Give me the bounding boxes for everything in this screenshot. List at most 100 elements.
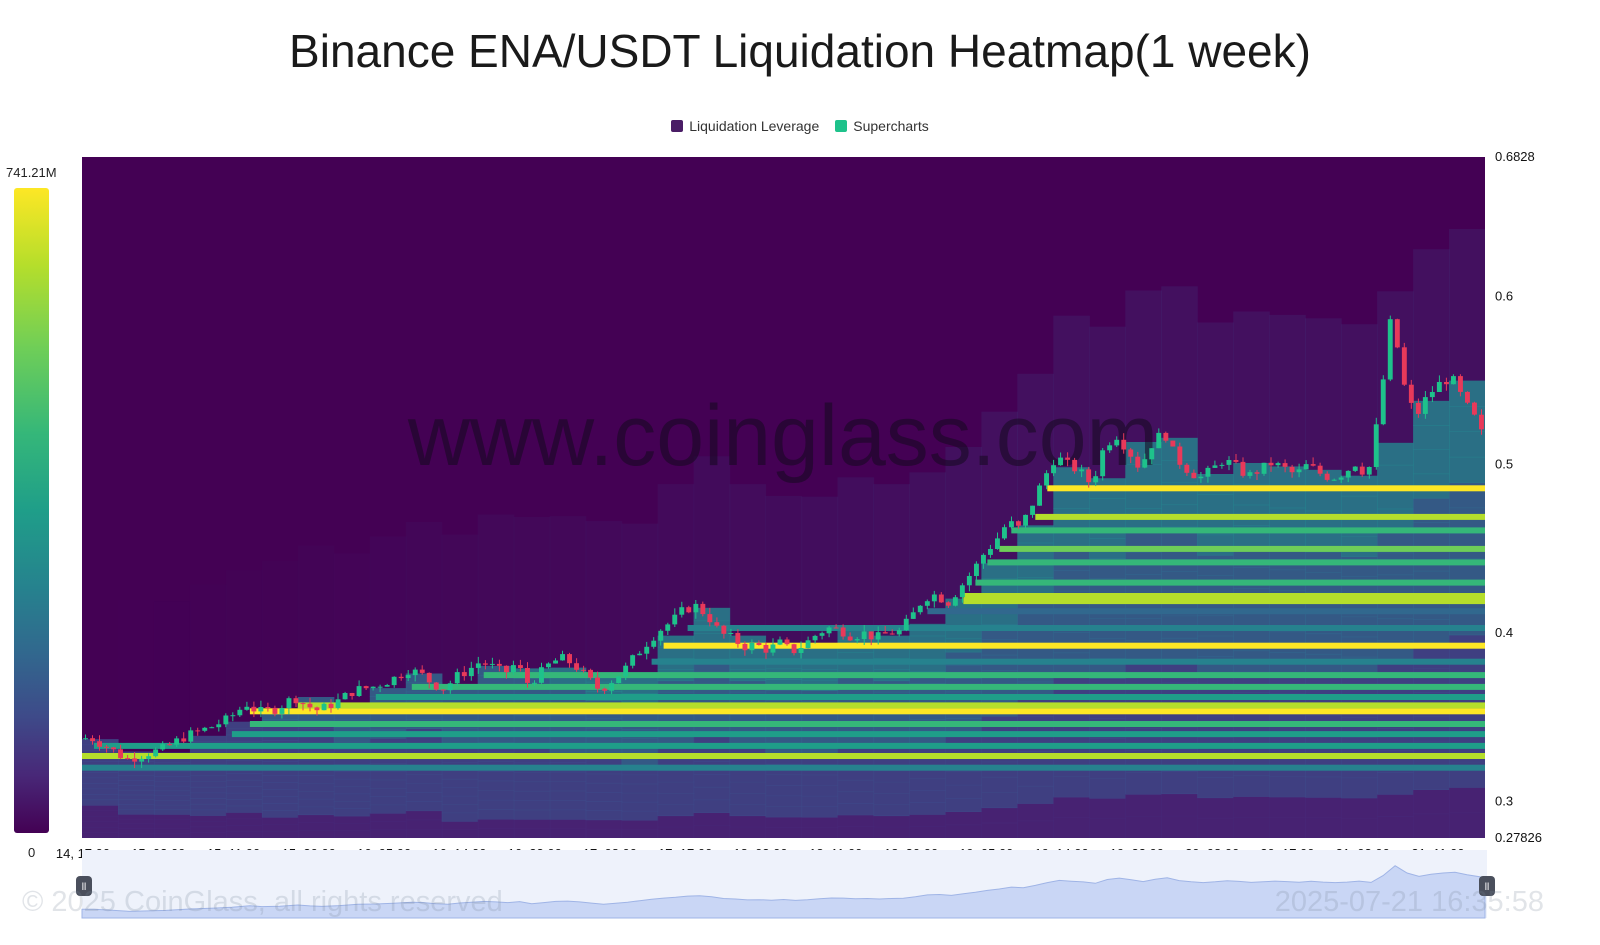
liquidation-level-band (963, 598, 1485, 605)
candle-body (1051, 465, 1056, 474)
heatmap-cell (585, 746, 623, 756)
liquidation-level-band (987, 559, 1485, 566)
candle-body (630, 655, 636, 666)
heatmap-cell (1305, 797, 1342, 819)
heatmap-cell (1125, 486, 1162, 509)
heatmap-cell (513, 724, 551, 735)
heatmap-cell (333, 801, 371, 809)
heatmap-cell (1161, 815, 1198, 838)
candle-body (1458, 376, 1463, 392)
candle-body (1184, 464, 1190, 473)
candle-body (553, 660, 558, 664)
heatmap-cell (729, 793, 767, 805)
heatmap-cell (693, 646, 731, 660)
candle-body (370, 686, 376, 689)
navigator-handle-left[interactable] (76, 876, 92, 896)
heatmap-cell (837, 791, 875, 804)
candle-body (1086, 469, 1092, 483)
candle-body (1128, 449, 1134, 457)
candle-body (398, 676, 404, 679)
heatmap-cell (225, 818, 263, 826)
candle-body (1177, 446, 1183, 465)
candle-body (461, 672, 467, 677)
heatmap-cell (153, 785, 191, 792)
heatmap-cell (837, 779, 875, 793)
time-navigator[interactable]: ll ll (76, 850, 1495, 919)
candle-body (1415, 402, 1421, 414)
candle-body (244, 706, 250, 710)
y-tick-label: 0.5 (1495, 457, 1513, 472)
candle-body (616, 676, 622, 684)
heatmap-cell (585, 755, 623, 766)
heatmap-cell (765, 774, 803, 786)
candle-body (679, 607, 685, 615)
heatmap-cell (765, 495, 803, 648)
heatmap-cell (261, 817, 299, 825)
heatmap-cell (945, 611, 982, 626)
candle-body (384, 685, 390, 687)
candle-body (644, 646, 650, 654)
heatmap-cell (153, 795, 191, 801)
heatmap-cell (657, 793, 695, 805)
heatmap-cell (1269, 631, 1306, 653)
heatmap-cell (118, 770, 155, 777)
heatmap-cell (333, 808, 371, 817)
candle-body (693, 603, 699, 613)
candle-body (588, 669, 593, 678)
heatmap-cell (693, 786, 731, 801)
heatmap-cell (1413, 789, 1450, 815)
heatmap-cell (837, 826, 875, 838)
heatmap-cell (333, 815, 371, 824)
heatmap-cell (1449, 812, 1485, 838)
heatmap-cell (118, 804, 155, 810)
candle-body (749, 643, 755, 651)
heatmap-cell (225, 812, 263, 820)
candle-body (952, 597, 958, 606)
candle-body (714, 622, 720, 626)
heatmap-cell (297, 775, 335, 784)
heatmap-cell (82, 810, 119, 817)
heatmap-cell (873, 714, 910, 727)
heatmap-cell (729, 714, 767, 727)
heatmap-cell (405, 737, 443, 748)
heatmap-cell (765, 721, 803, 733)
heatmap-cell (369, 754, 407, 764)
heatmap-cell (189, 832, 227, 838)
heatmap-cell (405, 755, 443, 766)
heatmap-cell (333, 778, 371, 787)
heatmap-cell (621, 783, 659, 794)
candle-body (160, 744, 166, 750)
heatmap-cell (369, 738, 407, 747)
candle-body (433, 682, 439, 690)
heatmap-cell (657, 646, 695, 659)
heatmap-cell (1341, 495, 1378, 517)
heatmap-cell (801, 753, 839, 765)
legend-item-liquidation-leverage[interactable]: Liquidation Leverage (671, 118, 819, 134)
legend-item-supercharts[interactable]: Supercharts (835, 118, 929, 134)
navigator-handle-right[interactable] (1479, 876, 1495, 896)
candle-body (132, 758, 138, 762)
heatmap-cell (1053, 776, 1090, 798)
candle-body (1247, 472, 1253, 476)
candle-body (896, 630, 902, 635)
candle-body (903, 618, 909, 631)
candle-body (1429, 392, 1435, 398)
candle-body (721, 625, 727, 634)
heatmap-cell (981, 411, 1018, 564)
heatmap-cell (477, 675, 515, 686)
heatmap-cell (1053, 315, 1090, 468)
heatmap-cell (1449, 431, 1485, 458)
liquidation-level-band (1035, 513, 1485, 520)
heatmap-cell (693, 825, 731, 838)
heatmap-cell (873, 646, 910, 659)
candle-body (518, 665, 523, 668)
heatmap-cell (118, 823, 155, 829)
heatmap-cell (585, 782, 623, 793)
candle-body (798, 648, 804, 653)
candle-body (314, 707, 320, 711)
heatmap-cell (585, 521, 623, 673)
liquidation-level-band (411, 683, 1485, 690)
heatmap-cell (909, 814, 946, 827)
heatmap-cell (549, 733, 587, 744)
heatmap-cell (765, 795, 803, 807)
